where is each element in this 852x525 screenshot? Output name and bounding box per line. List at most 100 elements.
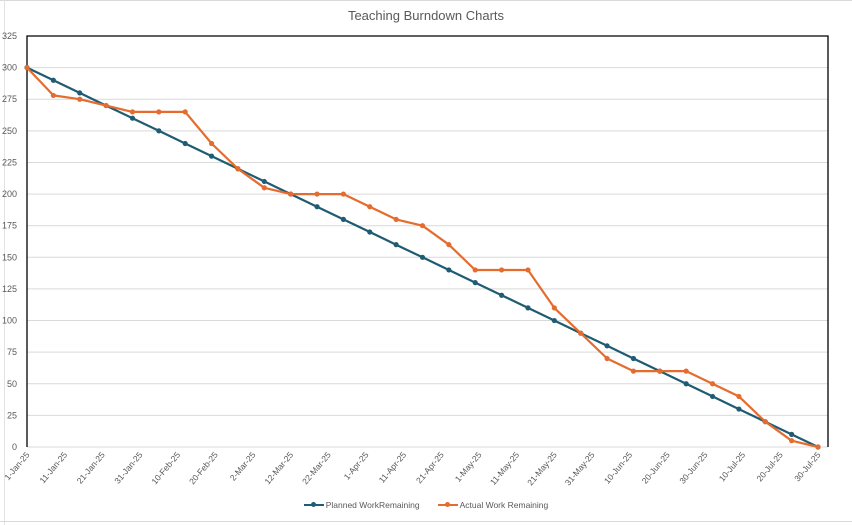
legend-item-planned[interactable]: Planned WorkRemaining (303, 500, 420, 510)
x-tick-label: 21-Jan-25 (75, 450, 107, 486)
sheet-row-line (0, 521, 852, 522)
data-point-marker[interactable] (314, 204, 320, 210)
x-tick-label: 1-Apr-25 (342, 450, 371, 482)
y-tick-label: 100 (2, 316, 17, 326)
sheet-column-line (4, 0, 5, 525)
data-point-marker[interactable] (367, 204, 373, 210)
data-point-marker[interactable] (736, 393, 742, 400)
y-tick-label: 175 (2, 221, 17, 231)
data-point-marker[interactable] (762, 419, 768, 425)
data-point-marker[interactable] (499, 267, 505, 273)
data-point-marker[interactable] (499, 292, 505, 298)
y-tick-label: 300 (2, 63, 17, 73)
x-tick-label: 1-May-25 (453, 450, 484, 484)
data-point-marker[interactable] (208, 140, 215, 147)
data-point-marker[interactable] (261, 178, 267, 185)
data-point-marker[interactable] (419, 223, 426, 229)
x-tick-label: 20-Feb-25 (187, 450, 220, 487)
legend-actual-marker-icon (437, 500, 458, 510)
data-point-marker[interactable] (789, 431, 795, 437)
x-tick-label: 30-Jul-25 (792, 450, 823, 484)
data-point-marker[interactable] (156, 109, 162, 115)
data-point-marker[interactable] (525, 267, 531, 273)
data-point-marker[interactable] (340, 216, 346, 222)
x-tick-label: 20-Jun-25 (640, 450, 672, 486)
data-point-marker[interactable] (77, 90, 83, 96)
x-tick-label: 10-Jul-25 (717, 450, 748, 484)
x-tick-label: 2-Mar-25 (228, 450, 258, 483)
data-point-marker[interactable] (235, 166, 241, 172)
data-point-marker[interactable] (472, 267, 478, 273)
data-point-marker[interactable] (657, 368, 663, 374)
data-point-marker[interactable] (604, 343, 610, 349)
x-tick-label: 11-May-25 (488, 450, 522, 487)
y-tick-label: 200 (2, 189, 17, 199)
x-tick-label: 12-Mar-25 (262, 450, 295, 487)
data-point-marker[interactable] (182, 109, 188, 115)
data-point-marker[interactable] (709, 393, 716, 400)
data-point-marker[interactable] (604, 355, 610, 362)
data-point-marker[interactable] (50, 92, 56, 99)
data-point-marker[interactable] (789, 438, 795, 444)
x-tick-label: 10-Feb-25 (149, 450, 182, 487)
data-point-marker[interactable] (103, 102, 109, 109)
data-point-marker[interactable] (208, 153, 215, 159)
data-point-marker[interactable] (129, 115, 136, 121)
y-tick-label: 150 (2, 252, 17, 262)
data-point-marker[interactable] (709, 381, 716, 387)
legend-actual-label: Actual Work Remaining (459, 500, 549, 510)
data-point-marker[interactable] (525, 305, 531, 311)
data-point-marker[interactable] (77, 96, 83, 102)
data-point-marker[interactable] (50, 77, 56, 83)
data-point-marker[interactable] (156, 128, 162, 134)
data-point-marker[interactable] (630, 355, 637, 362)
data-point-marker[interactable] (314, 191, 320, 197)
data-point-marker[interactable] (815, 444, 821, 450)
data-point-marker[interactable] (551, 317, 557, 324)
data-point-marker[interactable] (578, 330, 584, 336)
y-tick-label: 250 (2, 126, 17, 136)
y-tick-label: 50 (7, 379, 17, 389)
sheet-top-border (0, 0, 852, 1)
plot-area-border (26, 35, 829, 447)
legend-planned-label: Planned WorkRemaining (325, 500, 420, 510)
x-tick-label: 31-Jan-25 (112, 450, 144, 486)
data-point-marker[interactable] (736, 406, 742, 412)
chart-title: Teaching Burndown Charts (347, 8, 505, 23)
y-tick-label: 325 (2, 31, 17, 41)
y-tick-label: 225 (2, 157, 17, 167)
y-tick-label: 25 (7, 410, 17, 420)
data-point-marker[interactable] (446, 242, 452, 248)
data-point-marker[interactable] (393, 242, 399, 248)
data-point-marker[interactable] (129, 109, 136, 115)
data-point-marker[interactable] (683, 381, 689, 387)
y-tick-label: 275 (2, 94, 17, 104)
x-tick-label: 21-May-25 (525, 450, 559, 488)
x-tick-label: 20-Jul-25 (754, 450, 785, 484)
x-tick-label: 11-Apr-25 (377, 450, 409, 485)
data-point-marker[interactable] (446, 267, 452, 273)
data-point-marker[interactable] (24, 65, 30, 71)
y-tick-label: 125 (2, 284, 17, 294)
data-point-marker[interactable] (419, 254, 426, 260)
data-point-marker[interactable] (683, 368, 689, 374)
chart-legend: Planned WorkRemaining Actual Work Remain… (0, 500, 852, 510)
data-point-marker[interactable] (472, 280, 478, 286)
data-point-marker[interactable] (340, 191, 346, 197)
x-tick-label: 22-Mar-25 (300, 450, 333, 487)
y-tick-label: 75 (7, 347, 17, 357)
x-tick-label: 31-May-25 (563, 450, 597, 488)
data-point-marker[interactable] (367, 229, 373, 235)
legend-item-actual[interactable]: Actual Work Remaining (437, 500, 549, 510)
x-tick-label: 1-Jan-25 (2, 450, 31, 482)
data-point-marker[interactable] (551, 305, 557, 311)
data-point-marker[interactable] (261, 185, 267, 191)
data-point-marker[interactable] (393, 216, 399, 222)
data-point-marker[interactable] (630, 368, 637, 374)
legend-planned-marker-icon (303, 500, 324, 510)
x-tick-label: 11-Jan-25 (37, 450, 69, 485)
data-point-marker[interactable] (182, 140, 188, 147)
data-point-marker[interactable] (288, 191, 294, 197)
series-actual[interactable] (24, 65, 821, 450)
